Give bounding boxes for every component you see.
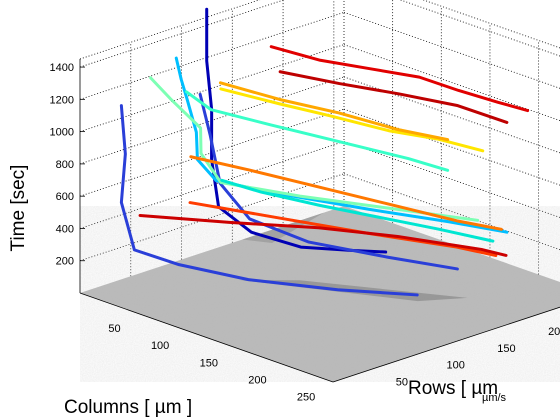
z-tick-label: 800 (56, 159, 74, 171)
trajectory-series (119, 7, 530, 297)
series-line-11 (278, 70, 509, 124)
series-line-7 (218, 81, 450, 142)
series-line-2 (198, 92, 459, 271)
series-line-13 (220, 178, 495, 243)
column-tick-label: 50 (108, 323, 120, 335)
grid-line (79, 173, 345, 262)
y-axis-label: Rows [ µm (408, 378, 498, 399)
column-tick-label: 250 (297, 392, 315, 404)
row-tick-label: 100 (447, 360, 465, 372)
floor-texture (80, 206, 560, 382)
z-axis-label: Time [sec] (8, 165, 29, 252)
z-tick-label: 1400 (50, 62, 74, 74)
row-tick-label: 200 (548, 326, 560, 338)
box-edge (422, 0, 560, 49)
series-line-10 (269, 45, 530, 113)
grid-line (79, 141, 345, 229)
axes-lines (79, 59, 560, 383)
z-tick-label: 1200 (50, 94, 74, 106)
grid-line (79, 0, 285, 68)
series-line-1 (119, 104, 419, 297)
y-axis-line (332, 306, 560, 383)
z-tick-label: 400 (56, 223, 74, 235)
column-tick-label: 100 (151, 340, 169, 352)
box-edge (79, 0, 261, 60)
x-axis-line (79, 292, 334, 383)
column-tick-label: 150 (200, 357, 218, 369)
series-line-4 (149, 76, 480, 222)
series-line-8 (189, 155, 503, 231)
floor-image (80, 206, 560, 382)
z-tick-label: 1000 (50, 127, 74, 139)
z-tick-label: 600 (56, 191, 74, 203)
series-line-6 (219, 87, 485, 153)
series-line-5 (184, 90, 450, 172)
column-tick-labels: 50 100 150 200 250 (108, 323, 315, 403)
series-line-12 (138, 213, 508, 257)
grid-line (79, 44, 345, 133)
row-tick-label: 150 (497, 343, 515, 355)
series-line-3 (174, 56, 509, 234)
z-tick-labels: 200 400 600 800 1000 1200 1400 (50, 62, 74, 268)
column-tick-label: 200 (248, 374, 266, 386)
z-tick-label: 200 (56, 256, 74, 268)
row-tick-label: 50 (396, 376, 408, 388)
grid-line (79, 11, 345, 100)
y-axis-label-tail: µm/s (482, 392, 507, 404)
x-axis-label: Columns [ µm ] (64, 397, 192, 418)
